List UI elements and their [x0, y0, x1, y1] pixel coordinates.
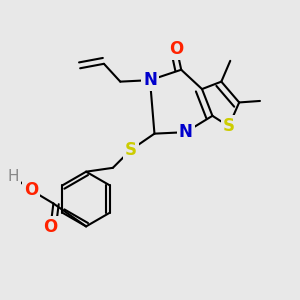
Text: N: N: [179, 123, 193, 141]
Text: O: O: [24, 181, 38, 199]
Text: N: N: [143, 71, 157, 89]
Text: H: H: [8, 169, 19, 184]
Text: O: O: [43, 218, 58, 236]
Text: S: S: [223, 117, 235, 135]
Text: S: S: [125, 141, 137, 159]
Text: O: O: [169, 40, 184, 58]
